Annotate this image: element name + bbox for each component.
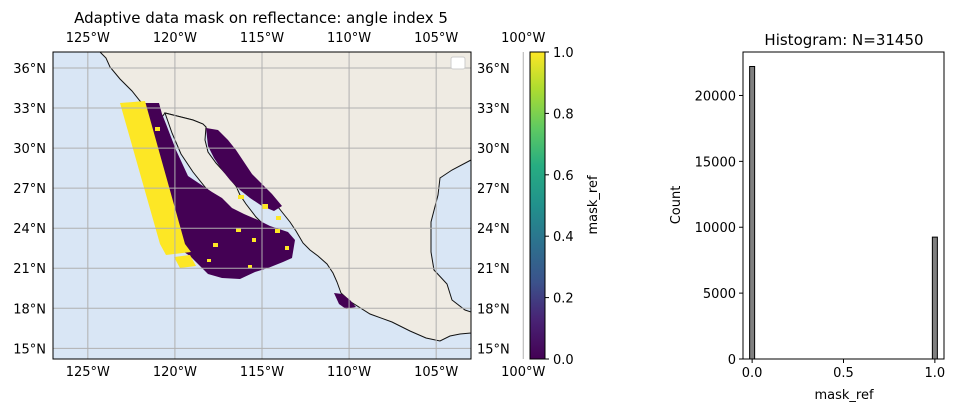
map-title: Adaptive data mask on reflectance: angle… — [74, 9, 448, 27]
map-tick-label-right: 30°N — [477, 142, 510, 157]
map-tick-label-left: 24°N — [13, 222, 46, 237]
map-tick-label-right: 15°N — [477, 342, 510, 357]
map-tick-label-left: 30°N — [13, 142, 46, 157]
histogram-ytick-label: 10000 — [695, 221, 736, 236]
map-tick-label-bottom: 105°W — [414, 365, 458, 380]
map-tick-label-top: 120°W — [153, 31, 197, 46]
histogram-ylabel: Count — [669, 186, 684, 225]
colorbar-tick-label: 0.8 — [553, 107, 574, 122]
histogram-bars — [749, 65, 938, 360]
map-tick-label-top: 100°W — [501, 31, 545, 46]
map-tick-label-right: 24°N — [477, 222, 510, 237]
colorbar-tick-label: 1.0 — [553, 46, 574, 61]
histogram-xtick-label: 0.5 — [833, 366, 854, 381]
histogram-ytick-label: 15000 — [695, 155, 736, 170]
map-tick-label-top: 110°W — [327, 31, 371, 46]
colorbar-tick-label: 0.2 — [553, 292, 574, 307]
map-tick-label-left: 36°N — [13, 62, 46, 77]
colorbar-gradient — [529, 51, 546, 360]
map-tick-label-right: 18°N — [477, 302, 510, 317]
histogram-frame — [742, 51, 945, 360]
land-baja — [164, 112, 269, 239]
histogram-ticks: 0.0 0.5 1.0 0 5000 10000 15000 20000 — [695, 89, 946, 381]
colorbar-ticks: 0.0 0.2 0.4 0.6 0.8 1.0 — [545, 46, 574, 368]
map-panel: Adaptive data mask on reflectance: angle… — [13, 9, 545, 380]
map-tick-label-top: 125°W — [66, 31, 110, 46]
map-tick-label-left: 15°N — [13, 342, 46, 357]
histogram-xlabel: mask_ref — [814, 388, 873, 403]
map-tick-label-right: 36°N — [477, 62, 510, 77]
map-tick-label-left: 33°N — [13, 102, 46, 117]
histogram-title: Histogram: N=31450 — [764, 31, 923, 49]
map-tick-label-bottom: 120°W — [153, 365, 197, 380]
map-tick-label-bottom: 100°W — [501, 365, 545, 380]
mask-speckles — [155, 127, 289, 268]
map-tick-label-top: 105°W — [414, 31, 458, 46]
map-tick-label-bottom: 110°W — [327, 365, 371, 380]
map-tick-label-right: 33°N — [477, 102, 510, 117]
map-tick-label-right: 27°N — [477, 182, 510, 197]
colorbar-label: mask_ref — [586, 175, 601, 234]
map-tick-label-left: 18°N — [13, 302, 46, 317]
histogram-bar — [931, 236, 938, 360]
map-tick-label-bottom: 125°W — [66, 365, 110, 380]
colorbar-tick-label: 0.6 — [553, 169, 574, 184]
map-tick-label-right: 21°N — [477, 262, 510, 277]
mask-region-one-patch — [174, 255, 196, 268]
mask-region-coast — [206, 128, 282, 211]
map-frame — [52, 51, 472, 360]
map-tick-label-left: 27°N — [13, 182, 46, 197]
histogram-bar — [749, 65, 756, 360]
histogram-panel: Histogram: N=31450 0.0 0.5 1.0 0 5000 10000 15… — [669, 31, 945, 403]
histogram-ytick-label: 0 — [728, 353, 736, 368]
mask-region-south — [334, 293, 356, 309]
colorbar-tick-label: 0.0 — [553, 353, 574, 368]
colorbar-tick-label: 0.4 — [553, 230, 574, 245]
histogram-ytick-label: 20000 — [695, 89, 736, 104]
legend-box[interactable] — [450, 56, 466, 70]
map-gridlines — [53, 52, 524, 359]
colorbar: 0.0 0.2 0.4 0.6 0.8 1.0 mask_ref — [529, 46, 601, 368]
map-tick-label-bottom: 115°W — [240, 365, 284, 380]
mask-overlay — [120, 101, 356, 309]
gulf-of-mexico — [430, 159, 471, 313]
map-tick-label-left: 21°N — [13, 262, 46, 277]
map-tick-label-top: 115°W — [240, 31, 284, 46]
histogram-ytick-label: 5000 — [703, 287, 736, 302]
histogram-xtick-label: 0.0 — [742, 366, 763, 381]
histogram-xtick-label: 1.0 — [925, 366, 946, 381]
mask-region-one-swath — [120, 101, 191, 255]
mask-region-zero — [145, 103, 295, 279]
map-tick-labels: 125°W 125°W 120°W 120°W 115°W 115°W 110°W 110°W… — [13, 31, 545, 380]
